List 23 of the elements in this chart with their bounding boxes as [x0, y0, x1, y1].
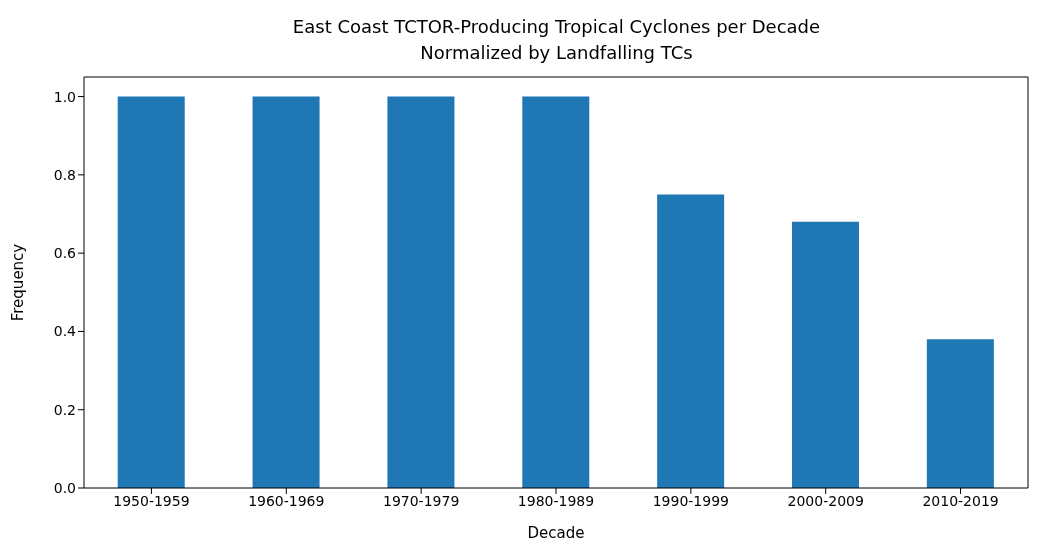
x-tick-label: 2000-2009	[787, 492, 864, 509]
bar	[792, 221, 859, 488]
bar	[252, 96, 320, 488]
y-tick-label: 0.4	[53, 323, 77, 340]
x-tick-label: 2010-2019	[922, 492, 999, 509]
bar	[387, 96, 455, 488]
y-tick-label: 0.2	[53, 401, 76, 418]
x-tick-label: 1950-1959	[113, 492, 190, 509]
y-tick-label: 1.0	[53, 88, 76, 105]
x-tick-label: 1970-1979	[382, 492, 460, 509]
y-axis-title: Frequency	[9, 243, 28, 322]
bar	[117, 96, 185, 488]
bar	[657, 194, 725, 488]
y-tick-label: 0.8	[53, 166, 76, 183]
x-axis-title: Decade	[527, 524, 585, 542]
x-tick-label: 1980-1989	[517, 492, 595, 509]
x-tick-label: 1990-1999	[652, 492, 730, 509]
bar	[926, 339, 994, 488]
x-tick-label: 1960-1969	[248, 492, 325, 509]
bar	[522, 96, 590, 488]
y-tick-label: 0.0	[53, 479, 76, 496]
chart-title: East Coast TCTOR-Producing Tropical Cyclones per Decade Normalized by Landfalling TCs	[291, 15, 822, 65]
y-tick-label: 0.6	[53, 245, 77, 262]
